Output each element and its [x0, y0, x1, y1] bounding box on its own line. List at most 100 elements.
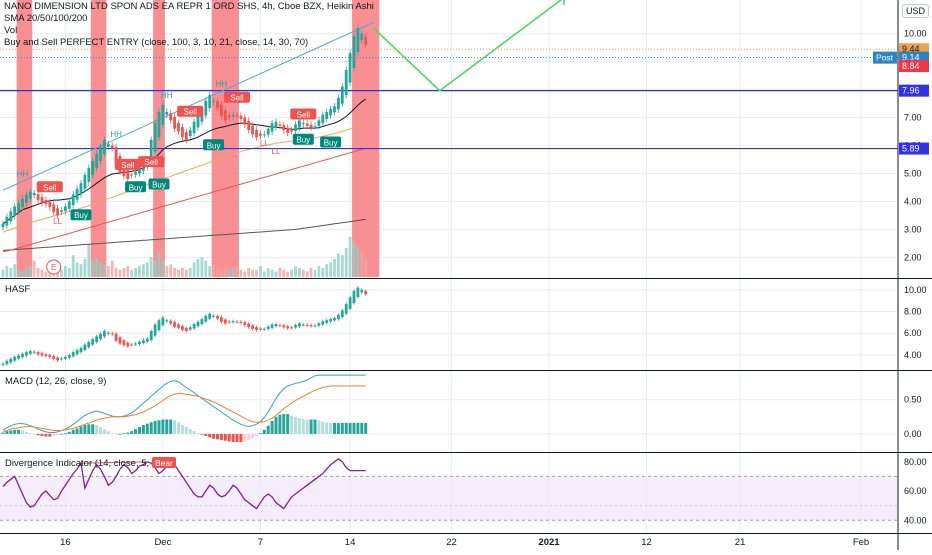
x-tick-label: 14	[345, 537, 356, 548]
candle-body	[317, 120, 321, 126]
macd-histogram-bar	[290, 415, 294, 434]
volume-bar	[325, 264, 329, 277]
macd-histogram-bar	[200, 433, 204, 435]
candle-body	[204, 100, 208, 116]
candle-body	[142, 163, 145, 171]
hasf-y-tick: 4.00	[904, 350, 922, 360]
macd-histogram-bar	[196, 433, 200, 435]
macd-histogram-bar	[165, 419, 169, 434]
candle-body	[192, 324, 196, 329]
volume-bar	[95, 258, 98, 277]
volume-bar	[173, 267, 176, 277]
volume-bar	[344, 247, 348, 277]
hasf-y-tick: 6.00	[904, 328, 922, 338]
candle-body	[321, 321, 325, 325]
x-tick-label: 22	[446, 537, 457, 548]
candle-body	[173, 116, 176, 129]
candle-body	[103, 139, 106, 154]
candle-body	[122, 340, 126, 346]
candle-body	[262, 328, 266, 330]
signal-sell-badge	[36, 181, 63, 193]
candle-body	[48, 355, 52, 358]
candle-body	[99, 146, 102, 161]
macd-histogram-bar	[9, 430, 13, 434]
candle-body	[223, 110, 227, 121]
candle-body	[294, 124, 297, 131]
volume-bar	[317, 266, 321, 277]
candle-body	[270, 324, 274, 328]
macd-signal-line	[2, 385, 366, 432]
volume-bar	[122, 267, 126, 277]
macd-histogram-bar	[130, 431, 134, 434]
candle-body	[239, 115, 243, 119]
candle-body	[64, 206, 67, 212]
macd-histogram-bar	[173, 420, 177, 434]
macd-histogram-bar	[297, 418, 301, 434]
candle-body	[282, 325, 286, 328]
volume-bar	[239, 269, 243, 277]
volume-bar	[251, 269, 254, 277]
candle-body	[126, 170, 130, 180]
candle-body	[298, 323, 301, 327]
macd-histogram-bar	[321, 421, 325, 434]
vol-legend[interactable]: Vol	[4, 25, 18, 36]
x-tick-label: 16	[60, 537, 71, 548]
candle-body	[114, 333, 118, 341]
candle-body	[223, 319, 227, 324]
candle-body	[340, 310, 344, 317]
candle-body	[333, 106, 336, 113]
candle-body	[290, 130, 293, 132]
hasf-panel: HASF	[1, 284, 368, 367]
macd-histogram-bar	[192, 431, 196, 434]
volume-bar	[348, 237, 352, 277]
indicator-legend[interactable]: Buy and Sell PERFECT ENTRY (close, 100, …	[4, 37, 309, 48]
macd-histogram-bar	[231, 433, 235, 443]
volume-bar	[188, 267, 192, 277]
candle-body	[91, 160, 95, 175]
volume-bar	[9, 267, 13, 277]
candle-body	[325, 320, 329, 323]
candle-body	[356, 287, 360, 298]
currency-badge[interactable]: USD	[902, 4, 930, 18]
macd-histogram-bar	[83, 425, 87, 434]
candle-body	[340, 86, 344, 104]
candle-body	[192, 121, 196, 134]
macd-histogram-bar	[24, 431, 28, 434]
volume-bar	[356, 247, 360, 277]
candle-body	[364, 291, 368, 295]
candle-body	[333, 318, 336, 321]
candle-body	[106, 144, 110, 147]
candle-body	[79, 183, 83, 195]
candle-body	[138, 167, 141, 174]
volume-bar	[243, 271, 247, 277]
candle-body	[149, 331, 153, 341]
signal-band	[90, 0, 107, 277]
macd-histogram-bar	[325, 422, 329, 434]
signal-sell-label: Sell	[230, 94, 244, 103]
volume-bar	[196, 258, 200, 277]
candle-body	[5, 360, 9, 365]
volume-bar	[294, 266, 297, 277]
candle-body	[103, 331, 106, 337]
volume-bar	[118, 269, 122, 277]
candle-body	[161, 104, 165, 125]
signal-sell-label: Sell	[297, 111, 311, 120]
volume-bar	[25, 267, 28, 277]
candle-body	[134, 172, 137, 175]
macd-histogram-bar	[364, 422, 368, 434]
candle-body	[313, 125, 317, 127]
macd-histogram-bar	[87, 424, 91, 434]
candle-body	[305, 324, 309, 326]
candle-body	[138, 341, 141, 345]
candle-body	[196, 116, 200, 128]
volume-bar	[184, 269, 188, 277]
signal-ll-label: LL	[260, 138, 269, 147]
divergence-y-tick: 60.00	[904, 486, 927, 496]
candle-body	[75, 188, 79, 200]
volume-bar	[99, 262, 102, 277]
candle-body	[255, 129, 258, 138]
macd-histogram-bar	[356, 422, 360, 434]
sma-legend[interactable]: SMA 20/50/100/200	[4, 13, 88, 24]
hasf-y-tick: 8.00	[904, 307, 922, 317]
